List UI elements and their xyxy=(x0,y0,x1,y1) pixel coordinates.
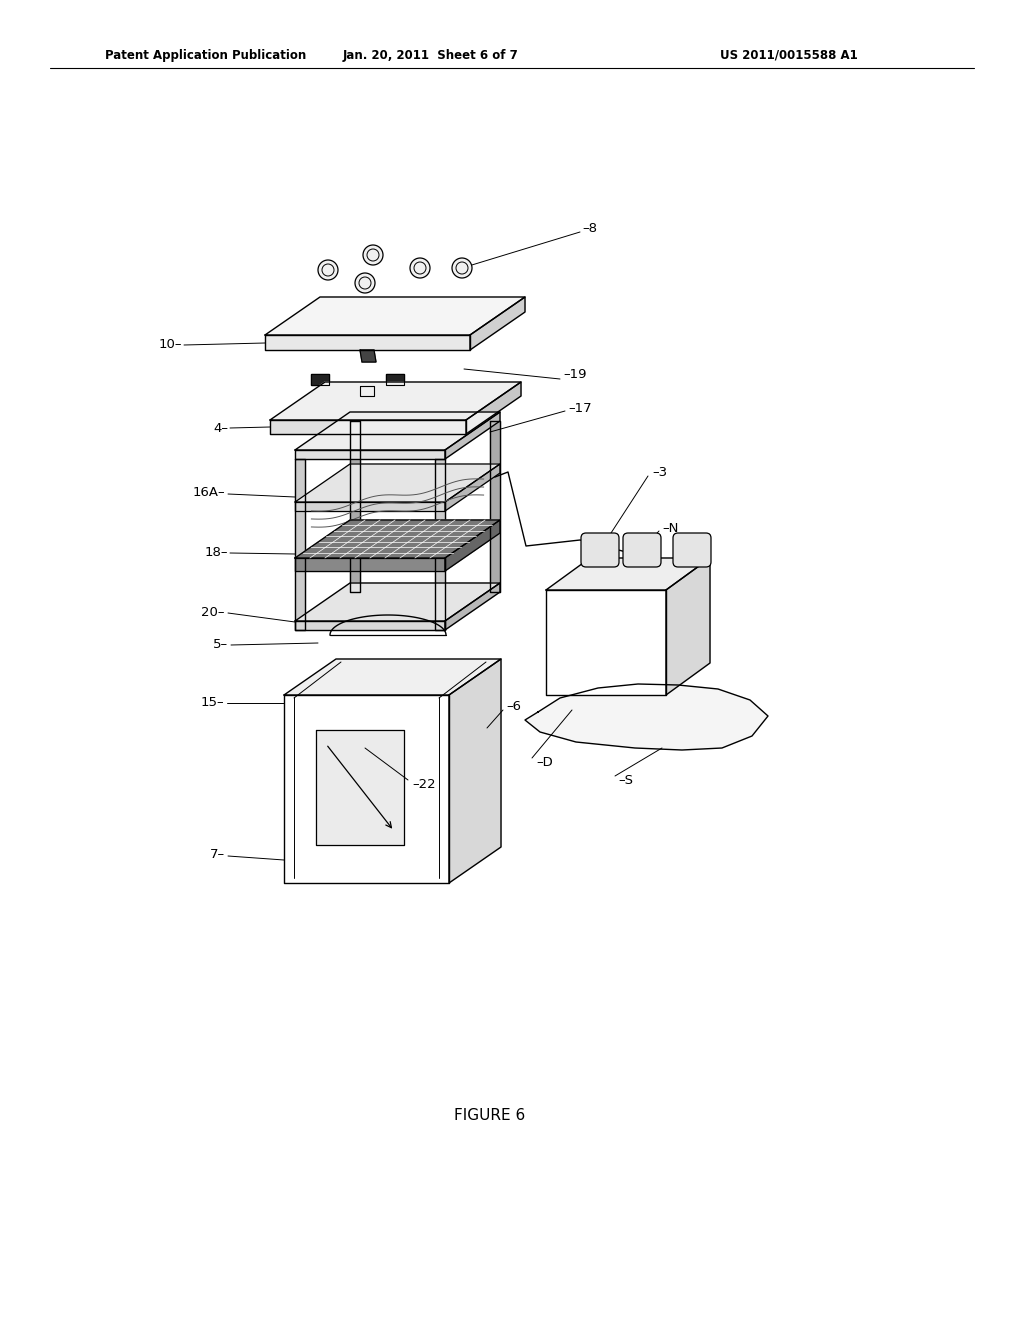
Polygon shape xyxy=(525,684,768,750)
Text: 20–: 20– xyxy=(202,606,225,619)
Text: 15–: 15– xyxy=(201,696,224,709)
FancyBboxPatch shape xyxy=(673,533,711,568)
Polygon shape xyxy=(316,730,404,845)
Polygon shape xyxy=(449,659,501,883)
Polygon shape xyxy=(270,420,466,434)
Text: –22: –22 xyxy=(412,779,435,792)
Circle shape xyxy=(355,273,375,293)
Polygon shape xyxy=(466,381,521,434)
Text: –3: –3 xyxy=(652,466,667,479)
Text: US 2011/0015588 A1: US 2011/0015588 A1 xyxy=(720,49,858,62)
Polygon shape xyxy=(350,421,360,591)
Polygon shape xyxy=(295,459,305,630)
Polygon shape xyxy=(445,583,500,630)
Text: Patent Application Publication: Patent Application Publication xyxy=(105,49,306,62)
Text: 10–: 10– xyxy=(159,338,182,351)
Polygon shape xyxy=(470,297,525,350)
Text: –6: –6 xyxy=(506,700,521,713)
Text: 7–: 7– xyxy=(210,849,225,862)
Polygon shape xyxy=(295,465,500,502)
FancyBboxPatch shape xyxy=(623,533,662,568)
Polygon shape xyxy=(295,558,445,572)
FancyBboxPatch shape xyxy=(581,533,618,568)
Polygon shape xyxy=(435,459,445,630)
Polygon shape xyxy=(270,381,521,420)
Circle shape xyxy=(410,257,430,279)
Polygon shape xyxy=(546,590,666,696)
Polygon shape xyxy=(490,421,500,591)
Text: 5–: 5– xyxy=(213,639,228,652)
Text: –N: –N xyxy=(662,521,678,535)
Polygon shape xyxy=(360,350,376,362)
Text: –8: –8 xyxy=(582,222,597,235)
Polygon shape xyxy=(295,412,500,450)
Text: 16A–: 16A– xyxy=(193,486,225,499)
Text: –S: –S xyxy=(618,774,633,787)
Polygon shape xyxy=(295,450,445,459)
Polygon shape xyxy=(666,558,710,696)
Polygon shape xyxy=(295,520,500,558)
Polygon shape xyxy=(295,620,445,630)
Polygon shape xyxy=(295,502,445,511)
Polygon shape xyxy=(311,374,329,385)
Polygon shape xyxy=(284,659,501,696)
Text: Jan. 20, 2011  Sheet 6 of 7: Jan. 20, 2011 Sheet 6 of 7 xyxy=(342,49,518,62)
Polygon shape xyxy=(265,335,470,350)
Text: 4–: 4– xyxy=(213,421,228,434)
Polygon shape xyxy=(445,412,500,459)
Circle shape xyxy=(452,257,472,279)
Text: –17: –17 xyxy=(568,401,592,414)
Polygon shape xyxy=(284,696,449,883)
Circle shape xyxy=(362,246,383,265)
Polygon shape xyxy=(445,465,500,511)
Text: –19: –19 xyxy=(563,368,587,381)
Text: FIGURE 6: FIGURE 6 xyxy=(455,1107,525,1122)
Polygon shape xyxy=(445,520,500,572)
Polygon shape xyxy=(546,558,710,590)
Polygon shape xyxy=(265,297,525,335)
Text: –D: –D xyxy=(536,755,553,768)
Polygon shape xyxy=(360,385,374,396)
Polygon shape xyxy=(295,583,500,620)
Polygon shape xyxy=(386,374,404,385)
Circle shape xyxy=(318,260,338,280)
Text: 18–: 18– xyxy=(205,545,228,558)
